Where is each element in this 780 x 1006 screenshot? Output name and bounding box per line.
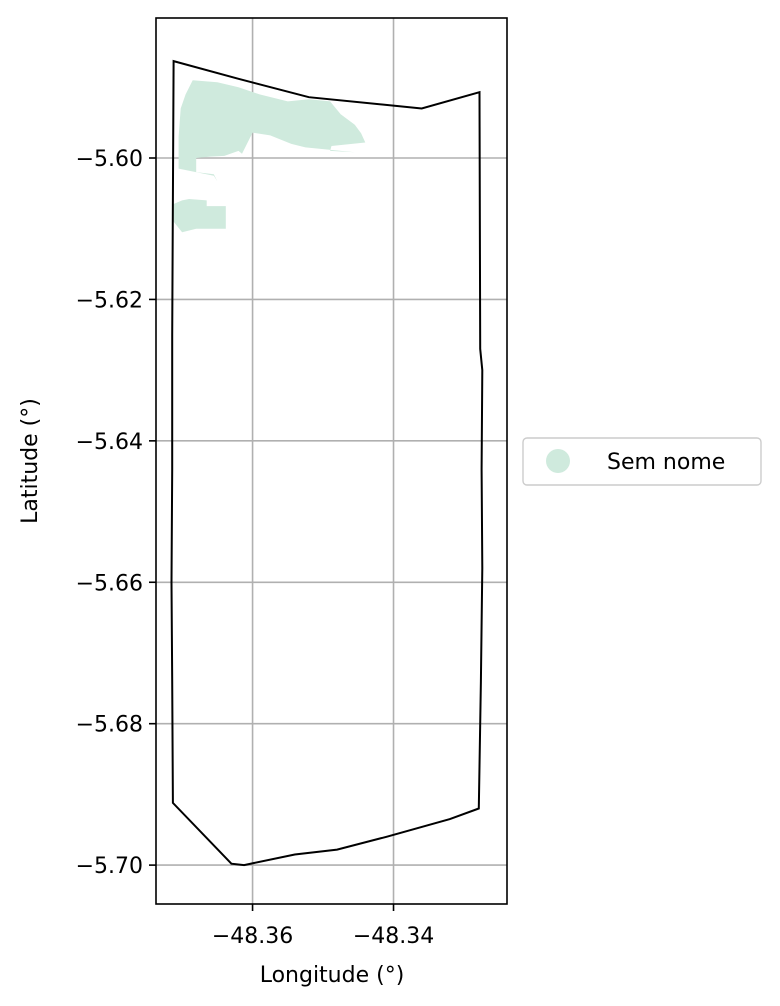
x-axis-title: Longitude (°) <box>260 963 405 988</box>
area-polygon <box>178 80 366 182</box>
x-tick-label: −48.34 <box>353 924 434 949</box>
y-axis: −5.60 −5.62 −5.64 −5.66 −5.68 −5.70 <box>76 147 156 879</box>
area-polygon <box>173 199 226 233</box>
y-tick-label: −5.60 <box>76 147 143 172</box>
y-axis-title: Latitude (°) <box>18 398 43 524</box>
legend-label: Sem nome <box>607 450 725 475</box>
legend-box <box>522 437 762 486</box>
y-tick-label: −5.62 <box>76 288 143 313</box>
municipality-boundary <box>170 59 484 867</box>
x-axis: −48.36 −48.34 <box>212 904 434 949</box>
x-tick-label: −48.36 <box>212 924 293 949</box>
grid <box>156 18 507 904</box>
plot-frame <box>155 17 508 905</box>
area-layer <box>173 80 366 233</box>
plot-area <box>155 17 508 905</box>
legend-marker <box>546 449 570 473</box>
y-tick-label: −5.70 <box>76 854 143 879</box>
y-tick-label: −5.64 <box>76 430 143 455</box>
legend: Sem nome <box>522 437 762 486</box>
y-tick-label: −5.68 <box>76 713 143 738</box>
y-tick-label: −5.66 <box>76 571 143 596</box>
